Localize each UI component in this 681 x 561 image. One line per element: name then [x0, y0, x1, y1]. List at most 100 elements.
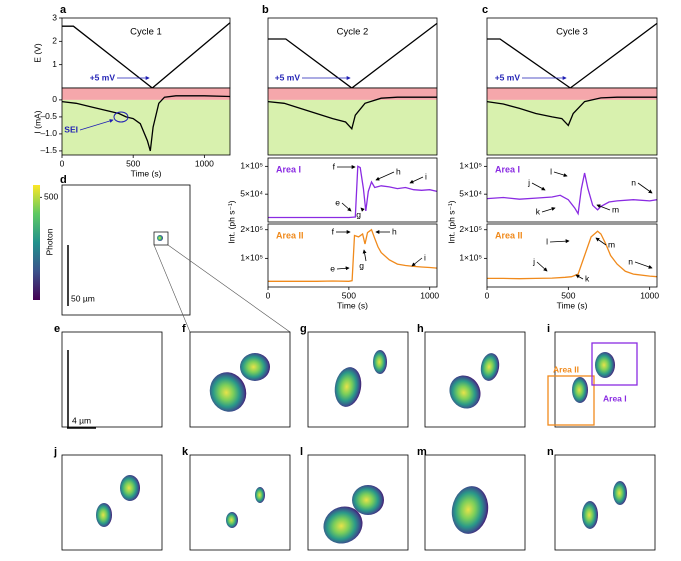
- legend-label: Area I: [276, 164, 301, 174]
- annotation: j: [527, 177, 530, 187]
- panel-label: l: [300, 446, 303, 458]
- zoom-line: [167, 244, 291, 333]
- panel-label: k: [182, 446, 189, 458]
- data-line: [268, 228, 438, 282]
- image-frame: [307, 331, 409, 428]
- y-tick-label: 5×10⁴: [240, 188, 263, 198]
- y-tick-label: 2×10⁵: [459, 224, 482, 234]
- data-line: [268, 22, 438, 89]
- annotation: f: [333, 161, 336, 171]
- y-tick-label: 2: [52, 36, 57, 46]
- image-tiles: [61, 331, 656, 551]
- negative-band: [487, 99, 657, 155]
- colorbar-label: Photon: [44, 228, 54, 255]
- axes-frame: [267, 223, 438, 288]
- panel-label: f: [182, 323, 186, 335]
- highlight-ellipse: [113, 111, 129, 123]
- annotation: m: [608, 239, 615, 249]
- y-tick-label: 1: [52, 59, 57, 69]
- axes-frame: [267, 87, 438, 156]
- annotation: n: [628, 256, 633, 266]
- x-tick-label: 500: [342, 290, 356, 300]
- annotation-arrow: [411, 257, 423, 267]
- x-axis-label: Time (s): [337, 300, 368, 310]
- y-tick-label: –1.5: [40, 145, 57, 155]
- y-axis-label: Int. (ph s⁻¹): [446, 200, 456, 243]
- y-tick-label: 2×10⁵: [240, 224, 263, 234]
- y-tick-label: 3: [52, 12, 57, 22]
- annotation-arrow: [575, 274, 584, 280]
- annotation-arrow: [375, 171, 395, 181]
- axes-frame: [267, 157, 438, 223]
- y-axis-label: E (V): [32, 43, 42, 63]
- annotation-arrow: [536, 261, 548, 272]
- annotation-arrow: [360, 207, 365, 212]
- image-frame: [554, 454, 656, 551]
- image-frame: [189, 454, 291, 551]
- image-frame: [424, 331, 526, 428]
- x-tick-label: 1000: [420, 290, 439, 300]
- annotation: f: [332, 226, 335, 236]
- y-tick-label: 1×10⁵: [240, 253, 263, 263]
- annotation-arrow: [634, 261, 653, 269]
- data-line: [61, 95, 231, 152]
- panel-label: n: [547, 446, 554, 458]
- y-tick-label: 1×10⁵: [459, 161, 482, 171]
- data-line: [486, 172, 658, 216]
- annotation: m: [612, 204, 619, 214]
- panel-label: e: [54, 323, 60, 335]
- image-frame: [61, 184, 191, 316]
- annotation-arrow: [637, 182, 653, 194]
- x-tick-label: 0: [485, 290, 490, 300]
- annotation: l: [546, 236, 548, 246]
- image-frame: [61, 331, 163, 428]
- annotation-arrow: [341, 202, 352, 212]
- particle: [209, 372, 247, 412]
- x-tick-label: 0: [60, 158, 65, 168]
- x-tick-label: 1000: [640, 290, 659, 300]
- annotation: j: [532, 256, 535, 266]
- x-tick-label: 0: [266, 290, 271, 300]
- particle: [323, 506, 363, 544]
- y-tick-label: 0: [52, 94, 57, 104]
- particle: [120, 475, 140, 501]
- annotation-arrow: [409, 176, 424, 184]
- annotation: g: [356, 209, 361, 219]
- axes-frame: [486, 157, 658, 223]
- y-tick-label: 1×10⁵: [240, 161, 263, 171]
- chart-title: Cycle 2: [337, 27, 369, 38]
- particle: [613, 481, 627, 505]
- particle: [334, 367, 362, 407]
- data-line: [267, 96, 437, 131]
- panel-label: c: [482, 4, 488, 16]
- annotation: i: [424, 252, 426, 262]
- panel-label: b: [262, 4, 269, 16]
- data-line: [487, 22, 658, 89]
- panel-label: h: [417, 323, 424, 335]
- panel-label: g: [300, 323, 307, 335]
- annotation: h: [392, 226, 397, 236]
- annotation: k: [536, 206, 541, 216]
- x-tick-label: 1000: [195, 158, 214, 168]
- y-tick-label: 5×10⁴: [459, 188, 482, 198]
- image-frame: [554, 331, 656, 428]
- annotation-arrow: [553, 171, 568, 177]
- annotation-arrow: [336, 266, 350, 271]
- particle: [352, 485, 384, 515]
- positive-band: [487, 88, 657, 100]
- annotation-arrow: [362, 249, 367, 262]
- y-axis-label: Int. (ph s⁻¹): [226, 200, 236, 243]
- particle: [157, 235, 163, 241]
- annotation: i: [425, 171, 427, 181]
- y-tick-label: –0.5: [40, 111, 57, 121]
- particle: [96, 503, 112, 527]
- region-label: Area I: [603, 393, 627, 403]
- axes-frame: [486, 87, 658, 156]
- data-line: [486, 96, 657, 127]
- legend-label: Area I: [495, 164, 520, 174]
- particle: [572, 377, 588, 403]
- panel-label: d: [60, 174, 67, 186]
- particle: [373, 350, 387, 374]
- particle: [595, 352, 615, 378]
